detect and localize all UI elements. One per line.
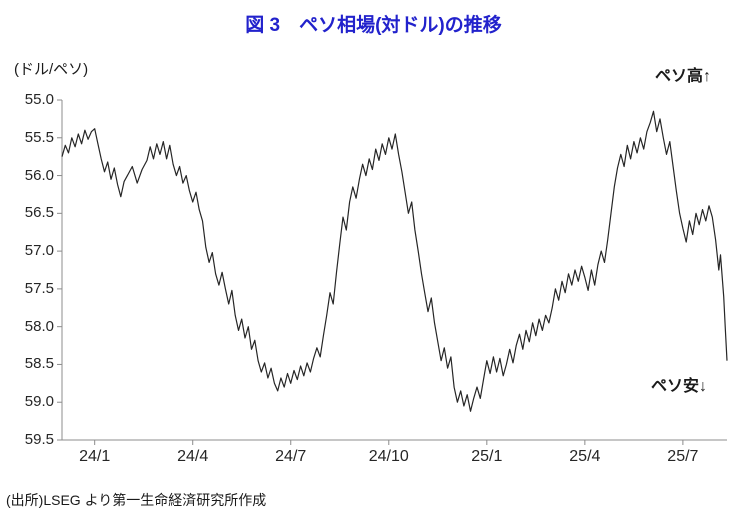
x-axis-tick-label: 24/4 [177,448,209,465]
x-axis-tick-label: 25/4 [569,448,601,465]
y-axis-unit-label: (ドル/ペソ) [14,61,89,78]
x-axis-tick-label: 24/10 [368,448,409,465]
y-axis-tick-label: 59.0 [24,393,54,411]
y-axis-tick-label: 57.5 [24,279,54,297]
y-axis-tick-label: 58.0 [24,317,54,335]
y-axis-tick-label: 56.0 [24,166,54,184]
y-axis-tick-label: 59.5 [24,431,54,448]
annotation-peso-weak: ペソ安↓ [650,378,707,395]
y-axis-tick-label: 56.5 [24,204,54,222]
x-axis-tick-label: 25/7 [667,448,699,465]
x-axis-tick-label: 24/1 [79,448,111,465]
x-axis-tick-label: 24/7 [275,448,307,465]
y-axis-tick-label: 57.0 [24,242,54,260]
y-axis-tick-label: 55.0 [24,91,54,108]
y-axis-tick-label: 58.5 [24,355,54,373]
chart-title: 図 3 ペソ相場(対ドル)の推移 [245,15,502,36]
source-note: (出所)LSEG より第一生命経済研究所作成 [6,492,267,508]
y-axis-tick-label: 55.5 [24,128,54,146]
x-axis-tick-label: 25/1 [471,448,503,465]
price-line-usdphp [61,110,728,412]
annotation-peso-strong: ペソ高↑ [654,68,711,85]
